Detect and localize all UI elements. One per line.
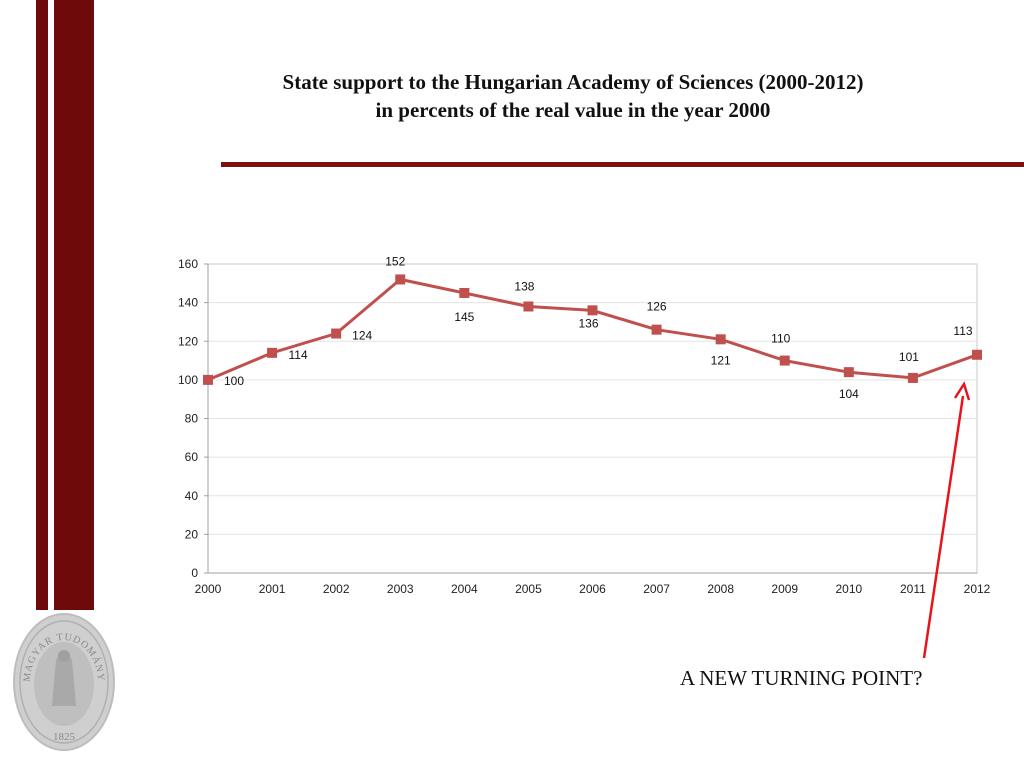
x-tick-label: 2001 xyxy=(259,582,286,596)
data-label: 121 xyxy=(711,353,731,367)
data-point xyxy=(779,355,790,366)
x-tick-label: 2000 xyxy=(195,582,222,596)
y-tick-label: 0 xyxy=(191,566,198,580)
title-line-2: in percents of the real value in the yea… xyxy=(375,98,771,122)
data-label: 114 xyxy=(289,348,308,362)
x-tick-label: 2012 xyxy=(964,582,991,596)
x-tick-label: 2002 xyxy=(323,582,350,596)
y-tick-label: 100 xyxy=(178,373,198,387)
data-point xyxy=(267,347,278,358)
data-label: 145 xyxy=(454,310,474,324)
y-tick-label: 20 xyxy=(185,527,199,541)
slide-title: State support to the Hungarian Academy o… xyxy=(180,68,966,124)
y-tick-label: 160 xyxy=(178,257,198,271)
data-point xyxy=(331,328,342,339)
annotation-text: A NEW TURNING POINT? xyxy=(680,666,923,690)
x-tick-label: 2008 xyxy=(707,582,734,596)
decorative-bar-right xyxy=(54,0,94,610)
x-tick-label: 2003 xyxy=(387,582,414,596)
x-tick-label: 2007 xyxy=(643,582,670,596)
y-tick-label: 120 xyxy=(178,334,198,348)
y-tick-label: 40 xyxy=(185,489,199,503)
x-tick-label: 2009 xyxy=(771,582,798,596)
data-point xyxy=(587,305,598,316)
data-point xyxy=(715,334,726,345)
data-label: 100 xyxy=(224,374,244,388)
decorative-bar-left xyxy=(36,0,48,610)
data-point xyxy=(843,367,854,378)
y-tick-label: 140 xyxy=(178,296,198,310)
seal-year: 1825 xyxy=(53,731,76,743)
data-point xyxy=(651,324,662,335)
line-chart: 0 20 40 60 80 100 120 140 160 2000 2001 2002 2003 200… xyxy=(178,254,991,596)
y-tick-label: 80 xyxy=(185,412,199,426)
x-tick-label: 2006 xyxy=(579,582,606,596)
x-tick-label: 2004 xyxy=(451,582,478,596)
data-label: 101 xyxy=(899,350,919,364)
data-label: 124 xyxy=(352,329,372,343)
data-label: 138 xyxy=(514,279,534,293)
data-label: 110 xyxy=(771,332,790,346)
data-point xyxy=(523,301,534,312)
data-point xyxy=(907,372,918,383)
data-label: 126 xyxy=(647,300,667,314)
x-tick-label: 2005 xyxy=(515,582,542,596)
data-label: 136 xyxy=(578,316,598,330)
title-rule xyxy=(221,162,1024,167)
title-line-1: State support to the Hungarian Academy o… xyxy=(282,70,864,94)
data-point xyxy=(459,287,470,298)
data-point xyxy=(203,374,213,385)
data-point xyxy=(395,274,406,285)
data-label: 113 xyxy=(953,324,972,338)
data-point xyxy=(972,349,982,360)
academy-seal-logo: MAGYAR TUDOMÁNYOS AKADÉMIA 1825 xyxy=(10,606,115,751)
x-tick-label: 2011 xyxy=(900,582,926,596)
data-label: 104 xyxy=(839,387,859,401)
x-tick-label: 2010 xyxy=(835,582,862,596)
data-label: 152 xyxy=(385,254,405,268)
y-tick-label: 60 xyxy=(185,450,199,464)
